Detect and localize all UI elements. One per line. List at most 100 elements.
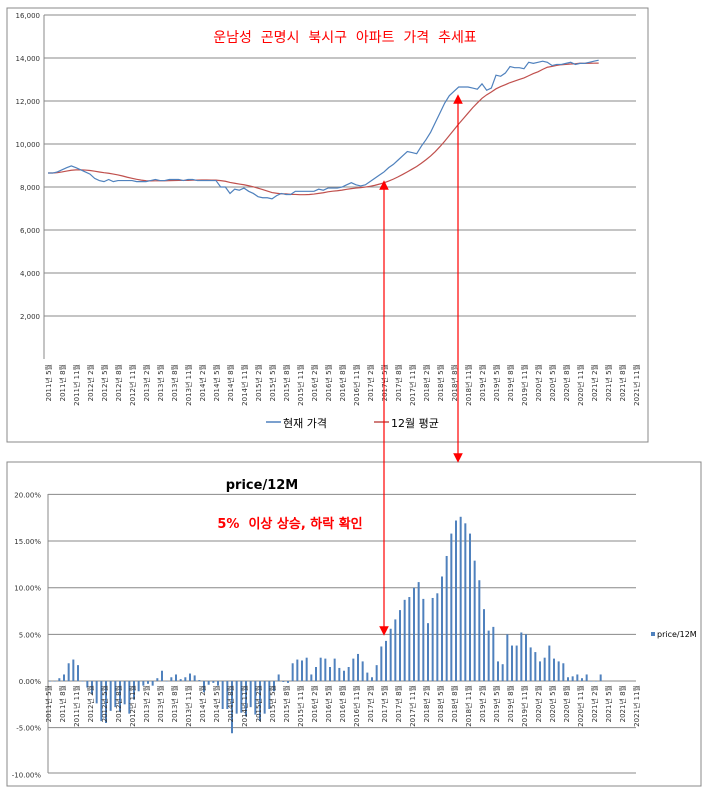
bar [268,681,271,709]
x-tick-label: 2021년 2월 [590,685,599,722]
x-tick-label: 2016년 5월 [324,364,333,401]
x-tick-label: 2012년 5월 [100,685,109,722]
x-tick-label: 2015년 11월 [296,364,305,406]
bar [501,664,504,681]
x-tick-label: 2019년 11월 [520,364,529,406]
x-tick-label: 2018년 2월 [422,364,431,401]
x-tick-label: 2014년 11월 [240,685,249,727]
bar [123,681,126,705]
x-tick-label: 2021년 8월 [618,685,627,722]
bar [114,681,117,708]
x-tick-label: 2011년 11월 [72,364,81,406]
bar [483,609,485,681]
x-tick-label: 2016년 11월 [352,364,361,406]
bar [119,681,121,712]
bar [469,533,471,681]
x-tick-label: 2021년 5월 [604,685,613,722]
bar [557,661,560,681]
bar [347,667,350,681]
bar [49,681,51,682]
x-tick-label: 2020년 5월 [548,364,557,401]
bar [91,681,93,695]
top-chart-title: 운남성 곤명시 북시구 아파트 가격 추세표 [213,30,477,46]
x-tick-label: 2018년 5월 [436,364,445,401]
x-tick-label: 2020년 5월 [548,685,557,722]
bar [548,645,551,681]
bar [459,516,462,681]
bar [301,660,303,681]
bar [371,677,373,681]
x-tick-label: 2016년 8월 [338,364,347,401]
bar [305,657,308,681]
x-tick-label: 2017년 11월 [408,685,417,727]
x-tick-label: 2019년 8월 [506,685,515,722]
x-tick-label: 2019년 8월 [506,364,515,401]
x-tick-label: 2011년 5월 [44,685,53,722]
bar [324,658,327,681]
bar [567,677,569,681]
bar [67,663,70,681]
x-tick-label: 2014년 8월 [226,685,235,722]
bar [72,659,75,681]
bar [599,674,602,681]
x-tick-label: 2013년 5월 [156,685,165,722]
x-tick-label: 2015년 2월 [254,364,263,401]
bar [81,681,84,682]
bar [315,667,317,681]
x-tick-label: 2020년 11월 [576,685,585,727]
bar [207,681,210,685]
bar [595,681,597,682]
ma12-line [48,62,599,196]
x-tick-label: 2018년 11월 [464,364,473,406]
bar [226,681,229,709]
x-tick-label: 2017년 2월 [366,364,375,401]
x-tick-label: 2012년 11월 [128,685,137,727]
bar [53,681,56,682]
x-tick-label: 2017년 8월 [394,685,403,722]
bar [562,663,565,681]
bar [380,646,383,681]
x-tick-label: 2021년 11월 [632,685,641,727]
y-tick-label: -10.00% [12,771,42,779]
x-tick-label: 2014년 2월 [198,685,207,722]
bottom-chart-title: price/12M [226,478,298,493]
x-tick-label: 2017년 8월 [394,364,403,401]
x-tick-label: 2011년 11월 [72,685,81,727]
bar [389,628,392,681]
bar [259,681,261,722]
x-tick-label: 2015년 5월 [268,685,277,722]
bar [296,659,299,681]
bar [86,681,89,688]
bar [212,681,215,683]
bar [193,675,196,681]
legend-label-ma12: 12월 평균 [391,417,439,430]
x-tick-label: 2013년 2월 [142,685,151,722]
bar [105,681,107,723]
bar [165,681,168,682]
x-tick-label: 2013년 2월 [142,364,151,401]
y-tick-label: -5.00% [16,725,41,733]
bar [441,576,443,681]
bar [142,681,145,686]
bar [464,523,467,681]
x-tick-label: 2011년 8월 [58,364,67,401]
bar [179,679,182,681]
bar [520,632,523,681]
bar [273,681,275,692]
bar [156,678,159,681]
bar [427,623,429,681]
x-tick-label: 2015년 2월 [254,685,263,722]
bar [366,672,369,681]
x-tick-label: 2011년 8월 [58,685,67,722]
x-tick-label: 2016년 2월 [310,685,319,722]
bar [553,658,555,681]
x-tick-label: 2015년 8월 [282,685,291,722]
bar [249,681,252,708]
x-tick-label: 2012년 2월 [86,685,95,722]
x-tick-label: 2011년 5월 [44,364,53,401]
bar [291,663,294,681]
bar [287,681,289,683]
bar [319,657,322,681]
bar [408,597,411,681]
bar [422,598,425,681]
